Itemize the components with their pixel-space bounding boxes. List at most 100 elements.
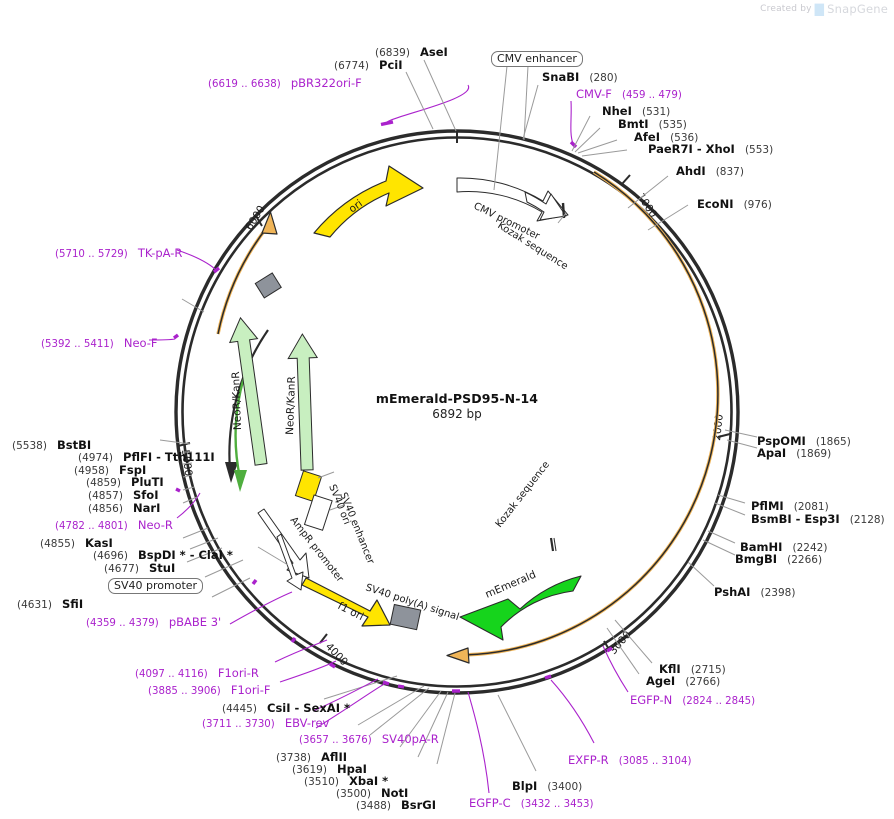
site-sfoi[interactable]: (4859) PluTI (86, 473, 164, 490)
site-noti-name: NotI (381, 786, 409, 800)
site-bmti[interactable]: BmtI (535) (618, 115, 687, 132)
primer-cmv-f[interactable]: CMV-F (459 .. 479) (576, 85, 682, 102)
site-pflmi-pos: (2081) (793, 501, 829, 513)
site-bmgbi-name: BmgBI (735, 552, 778, 566)
site-nhei[interactable]: NheI (531) (602, 102, 670, 119)
site-paer7i-xhoi[interactable]: PaeR7I - XhoI (553) (648, 140, 773, 157)
site-ahdi[interactable]: AhdI (837) (676, 162, 744, 179)
site-econi[interactable]: EcoNI (976) (697, 195, 772, 212)
site-hpai[interactable]: (3738) AflII (276, 748, 347, 765)
site-apai[interactable]: ApaI (1869) (757, 444, 831, 461)
site-pflfi-tth111i-name: BstBI (57, 438, 92, 452)
site-econi-pos: (976) (743, 199, 772, 211)
primer-neo-f[interactable]: (5392 .. 5411) Neo-F (41, 334, 158, 351)
site-aflii-name: CsiI - SexAI * (267, 701, 350, 715)
primer-neo-r[interactable]: (4782 .. 4801) Neo-R (55, 516, 173, 533)
site-xbai-pos: (3510) (304, 776, 339, 788)
site-asei[interactable]: (6839) AseI (375, 43, 448, 60)
site-pflmi[interactable]: PflMI (2081) (751, 497, 829, 514)
site-nari-name: SfoI (133, 488, 159, 502)
site-bamhi-name: BamHI (740, 540, 783, 554)
site-noti[interactable]: (3500) NotI (336, 784, 408, 801)
site-bamhi-pos: (2242) (792, 542, 828, 554)
site-pluti[interactable]: (4958) FspI (74, 461, 146, 478)
site-pshai-name: PshAI (714, 585, 751, 599)
site-kfli-pos: (2715) (690, 664, 726, 676)
site-blpi[interactable]: BlpI (3400) (512, 777, 582, 794)
site-kfli[interactable]: KflI (2715) (659, 660, 726, 677)
primer-egfp-c[interactable]: EGFP-C (3432 .. 3453) (469, 794, 594, 811)
site-snabi[interactable]: SnaBI (280) (542, 68, 618, 85)
site-pcii[interactable]: (6774) PciI (334, 56, 402, 73)
site-csii-sexai-pos: (4631) (17, 599, 52, 611)
site-pspomi[interactable]: PspOMI (1865) (757, 432, 851, 449)
site-bsmbi-esp3i[interactable]: BsmBI - Esp3I (2128) (751, 510, 885, 527)
site-mfei-name: HpaI (337, 762, 367, 776)
site-blpi-name: BlpI (512, 779, 538, 793)
site-sfoi-pos: (4859) (86, 477, 121, 489)
site-noti-pos: (3500) (336, 788, 371, 800)
site-bspdi-clai-pos: (4855) (40, 538, 75, 550)
snapgene-watermark: Created by ▇ SnapGene (760, 2, 888, 16)
site-ahdi-name: AhdI (676, 164, 706, 178)
feature-label-memerald: mEmerald (483, 569, 537, 601)
site-pshai[interactable]: PshAI (2398) (714, 583, 795, 600)
primer-pbr322ori-f[interactable]: (6619 .. 6638) pBR322ori-F (208, 74, 362, 91)
primer-sv40pa-r[interactable]: (3657 .. 3676) SV40pA-R (299, 730, 439, 747)
orange-arc-core (217, 171, 719, 656)
primer-neo-f-range: (5392 .. 5411) (41, 339, 114, 350)
primer-pbabe-3[interactable]: (4359 .. 4379) pBABE 3' (86, 613, 221, 630)
site-bstbi[interactable] (86, 294, 91, 311)
leader-lines (148, 59, 758, 794)
primer-f1ori-f[interactable]: (3885 .. 3906) F1ori-F (148, 681, 271, 698)
primer-tk-pa-r[interactable]: (5710 .. 5729) TK-pA-R (55, 244, 182, 261)
primer-exfp-r[interactable]: EXFP-R (3085 .. 3104) (568, 751, 691, 768)
site-agei[interactable]: AgeI (2766) (646, 672, 720, 689)
primer-tk-pa-r-range: (5710 .. 5729) (55, 249, 128, 260)
site-bmti-pos: (535) (658, 119, 687, 131)
primer-pbr322ori-f-range: (6619 .. 6638) (208, 79, 281, 90)
site-paer7i-xhoi-name: PaeR7I - XhoI (648, 142, 735, 156)
snapgene-leaf-icon: ▇ (814, 2, 825, 16)
site-bsrgi[interactable]: (3488) BsrGI (356, 796, 436, 813)
site-nhei-pos: (531) (641, 106, 671, 118)
primer-sv40pa-r-name: SV40pA-R (381, 732, 439, 746)
site-fspi[interactable]: (4974) PflFI - Tth111I (78, 448, 215, 465)
tick-label-5000: 5000 (179, 449, 194, 477)
memerald-arrow: mEmerald (459, 569, 582, 641)
primer-neo-r-name: Neo-R (137, 518, 173, 532)
site-pcii-name: PciI (379, 58, 403, 72)
primer-egfp-c-range: (3432 .. 3453) (520, 799, 594, 810)
site-bspdi-clai-name: KasI (85, 536, 113, 550)
site-kasi-name: NarI (133, 501, 161, 515)
site-sfii[interactable]: (4677) StuI (104, 559, 175, 576)
site-afei[interactable]: AfeI (536) (634, 128, 698, 145)
site-mfei[interactable]: (3619) HpaI (292, 760, 367, 777)
site-hpai-pos: (3738) (276, 752, 311, 764)
f1-ori-arrow: f1 ori (301, 577, 391, 627)
site-pflfi-tth111i[interactable]: (5538) BstBI (12, 436, 91, 453)
site-csii-sexai[interactable]: (4631) SfiI (17, 595, 83, 612)
primer-f1ori-r[interactable]: (4097 .. 4116) F1ori-R (135, 664, 259, 681)
site-hpai-name: AflII (321, 750, 347, 764)
cmv-enhancer-label: CMV enhancer (491, 51, 583, 67)
site-bsrgi-name: BsrGI (401, 798, 437, 812)
site-xbai[interactable]: (3510) XbaI * (304, 772, 388, 789)
feature-label-neor-kanr-1: NeoR/KanR (230, 371, 244, 430)
site-econi-name: EcoNI (697, 197, 734, 211)
primer-ebv-rev[interactable]: (3711 .. 3730) EBV-rev (202, 714, 329, 731)
primer-egfp-n[interactable]: EGFP-N (2824 .. 2845) (630, 691, 755, 708)
site-kasi[interactable]: (4856) NarI (88, 499, 160, 516)
ori-feature-arrow: ori (313, 165, 424, 238)
site-stui[interactable]: (4696) BspDI * - ClaI * (93, 546, 233, 563)
site-nari[interactable]: (4857) SfoI (88, 486, 158, 503)
site-aflii[interactable]: (4445) CsiI - SexAI * (222, 699, 350, 716)
site-bsrgi-pos: (3488) (356, 800, 391, 812)
site-bamhi[interactable]: BamHI (2242) (740, 538, 827, 555)
site-apai-pos: (1869) (796, 448, 832, 460)
site-bmgbi[interactable]: BmgBI (2266) (735, 550, 822, 567)
site-bspdi-clai[interactable]: (4855) KasI (40, 534, 113, 551)
site-agei-pos: (2766) (685, 676, 721, 688)
sv40-ori-leader (317, 471, 345, 511)
